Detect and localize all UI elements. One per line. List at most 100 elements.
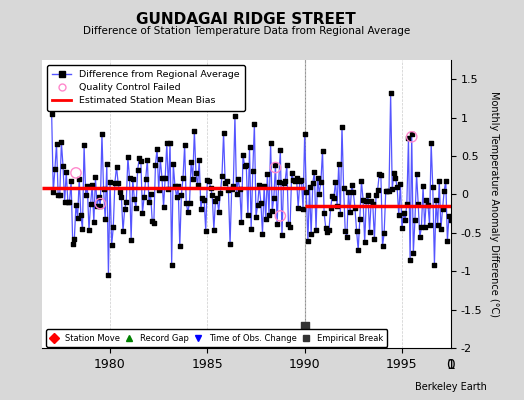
Point <box>346 209 354 216</box>
Point <box>398 225 406 232</box>
Point <box>356 216 364 222</box>
Point <box>69 241 77 247</box>
Point <box>294 205 302 211</box>
Point <box>261 216 270 222</box>
Point <box>159 204 168 210</box>
Point <box>153 146 161 152</box>
Point <box>302 189 311 195</box>
Point <box>435 178 443 184</box>
Point <box>114 180 122 186</box>
Point <box>226 241 234 248</box>
Point <box>370 236 379 242</box>
Point <box>408 131 416 138</box>
Point <box>93 202 101 209</box>
Point <box>349 189 357 195</box>
Point <box>442 178 450 184</box>
Point <box>143 156 151 163</box>
Point <box>107 242 116 249</box>
Point <box>202 228 210 234</box>
Point <box>427 140 435 146</box>
Point <box>148 217 156 224</box>
Point <box>211 197 220 204</box>
Point <box>297 176 305 183</box>
Point <box>205 178 213 184</box>
Point <box>151 161 160 168</box>
Point <box>436 226 445 232</box>
Point <box>70 235 79 242</box>
Point <box>141 175 150 182</box>
Point <box>208 192 216 198</box>
Point <box>162 140 171 146</box>
Point <box>284 221 292 228</box>
Point <box>393 184 401 190</box>
Point <box>372 192 380 199</box>
Point <box>359 196 367 203</box>
Point <box>445 212 453 219</box>
Point <box>408 134 416 140</box>
Point <box>52 141 61 147</box>
Point <box>94 194 103 200</box>
Point <box>396 180 405 187</box>
Point <box>247 226 255 232</box>
Point <box>331 178 340 185</box>
Point <box>252 214 260 220</box>
Point <box>244 212 252 218</box>
Point <box>388 186 397 192</box>
Point <box>367 198 375 205</box>
Point <box>325 226 333 233</box>
Point <box>203 176 212 183</box>
Point <box>164 186 172 192</box>
Point <box>299 206 307 212</box>
Point <box>128 176 137 182</box>
Point <box>340 184 348 191</box>
Point <box>122 198 130 205</box>
Point <box>292 175 301 181</box>
Point <box>368 201 377 208</box>
Point <box>231 113 239 120</box>
Point <box>443 238 452 244</box>
Point <box>304 238 312 244</box>
Point <box>390 170 398 176</box>
Point <box>362 198 370 204</box>
Point <box>169 161 178 168</box>
Point <box>156 156 165 162</box>
Point <box>60 199 69 205</box>
Point <box>150 220 158 226</box>
Point <box>103 161 111 168</box>
Point <box>127 236 135 243</box>
Point <box>405 135 413 142</box>
Point <box>305 184 314 190</box>
Point <box>121 206 129 212</box>
Point <box>273 221 281 227</box>
Point <box>271 164 280 171</box>
Point <box>309 180 317 186</box>
Point <box>125 175 134 182</box>
Point <box>386 90 395 97</box>
Point <box>347 182 356 188</box>
Point <box>291 178 299 184</box>
Point <box>289 176 298 183</box>
Point <box>96 200 104 207</box>
Point <box>72 170 80 176</box>
Point <box>433 222 442 228</box>
Point <box>51 166 59 172</box>
Point <box>179 175 187 181</box>
Point <box>416 234 424 240</box>
Point <box>117 194 126 200</box>
Point <box>220 130 228 136</box>
Point <box>146 190 155 197</box>
Point <box>334 160 343 167</box>
Point <box>257 200 265 206</box>
Point <box>279 180 288 186</box>
Point <box>166 139 174 146</box>
Point <box>112 164 121 170</box>
Point <box>78 226 86 233</box>
Point <box>145 199 153 206</box>
Point <box>300 323 309 330</box>
Point <box>430 262 439 268</box>
Point <box>171 182 179 189</box>
Point <box>180 142 189 148</box>
Point <box>266 140 275 146</box>
Point <box>195 157 203 163</box>
Point <box>100 186 108 192</box>
